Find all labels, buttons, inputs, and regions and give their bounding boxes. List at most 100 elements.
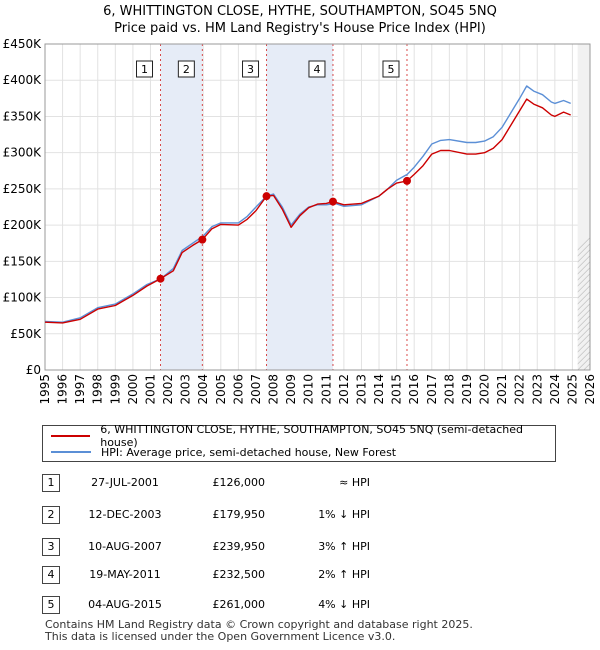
x-tick-label: 2000 [126, 374, 140, 405]
x-tick-label: 1997 [73, 374, 87, 405]
sale-hpi-comparison: 2% ↑ HPI [318, 568, 370, 581]
y-tick-label: £100K [3, 291, 43, 305]
sale-point [262, 192, 271, 201]
x-tick-label: 1998 [91, 374, 105, 405]
x-tick-label: 2001 [143, 374, 157, 405]
table-row: 1 27-JUL-2001 £126,000 ≈ HPI [0, 474, 600, 496]
x-tick-label: 1999 [108, 374, 122, 405]
sale-number-badge: 4 [42, 566, 60, 584]
x-tick-label: 2003 [179, 374, 193, 405]
x-tick-label: 2017 [425, 374, 439, 405]
sale-number-label: 4 [313, 63, 320, 76]
x-tick-label: 2008 [267, 374, 281, 405]
x-tick-label: 2010 [302, 374, 316, 405]
sale-number-box [242, 60, 260, 78]
sale-number-badge: 3 [42, 538, 60, 556]
future-hatch-line [596, 44, 600, 370]
sale-number-badge: 2 [42, 506, 60, 524]
sale-date: 12-DEC-2003 [88, 508, 162, 521]
x-tick-label: 1996 [56, 374, 70, 405]
legend: 6, WHITTINGTON CLOSE, HYTHE, SOUTHAMPTON… [42, 423, 556, 462]
sale-hpi-comparison: 3% ↑ HPI [318, 540, 370, 553]
x-tick-label: 2013 [354, 374, 368, 405]
sale-price: £232,500 [212, 568, 266, 581]
x-tick-label: 2012 [337, 374, 351, 405]
x-tick-label: 2014 [372, 374, 386, 405]
x-tick-label: 2019 [460, 374, 474, 405]
sale-number-badge: 5 [42, 596, 60, 614]
x-tick-label: 1995 [38, 374, 52, 405]
x-tick-label: 2026 [583, 374, 597, 405]
sale-price: £239,950 [212, 540, 266, 553]
x-tick-label: 2011 [319, 374, 333, 405]
sale-date: 10-AUG-2007 [88, 540, 162, 553]
footer-copyright: Contains HM Land Registry data © Crown c… [45, 618, 473, 631]
legend-label-hpi: HPI: Average price, semi-detached house,… [101, 445, 397, 459]
legend-swatch-hpi [51, 451, 91, 453]
table-row: 4 19-MAY-2011 £232,500 2% ↑ HPI [0, 566, 600, 588]
sale-date: 04-AUG-2015 [88, 598, 162, 611]
x-tick-label: 2004 [196, 374, 210, 405]
y-tick-label: £400K [3, 73, 43, 87]
x-tick-label: 2025 [565, 374, 579, 405]
x-tick-label: 2018 [442, 374, 456, 405]
x-tick-label: 2016 [407, 374, 421, 405]
legend-item-price: 6, WHITTINGTON CLOSE, HYTHE, SOUTHAMPTON… [51, 423, 555, 449]
footer: Contains HM Land Registry data © Crown c… [45, 619, 473, 643]
y-tick-label: £300K [3, 146, 43, 160]
x-tick-label: 2015 [390, 374, 404, 405]
x-tick-label: 2024 [548, 374, 562, 405]
sale-date: 19-MAY-2011 [89, 568, 161, 581]
y-tick-label: £200K [3, 218, 43, 232]
ownership-shade [160, 44, 203, 370]
ownership-shade [266, 44, 333, 370]
x-tick-label: 2009 [284, 374, 298, 405]
sale-number-label: 1 [141, 63, 148, 76]
y-tick-label: £250K [3, 182, 43, 196]
x-tick-label: 2006 [231, 374, 245, 405]
x-tick-label: 2002 [161, 374, 175, 405]
x-tick-label: 2021 [495, 374, 509, 405]
future-hatch-line [577, 309, 590, 323]
sale-price: £126,000 [212, 476, 266, 489]
x-tick-label: 2005 [214, 374, 228, 405]
y-tick-label: £450K [3, 37, 43, 51]
y-tick-label: £150K [3, 254, 43, 268]
future-shade [577, 44, 590, 370]
sale-number-label: 5 [387, 63, 394, 76]
sale-price: £261,000 [212, 598, 266, 611]
future-hatch-line [577, 303, 590, 317]
sale-hpi-comparison: 1% ↓ HPI [318, 508, 370, 521]
sale-number-box [136, 60, 154, 78]
x-tick-label: 2007 [249, 374, 263, 405]
legend-item-hpi: HPI: Average price, semi-detached house,… [51, 444, 396, 460]
sale-number-box [308, 60, 326, 78]
y-tick-label: £350K [3, 109, 43, 123]
sale-number-badge: 1 [42, 474, 60, 492]
price-chart: £0 £50K £100K £150K £200K £250K £300K £350K £400… [3, 37, 600, 405]
y-tick-label: £50K [10, 327, 42, 341]
x-tick-label: 2022 [513, 374, 527, 405]
sale-number-box [177, 60, 195, 78]
sale-number-box [382, 60, 400, 78]
table-row: 2 12-DEC-2003 £179,950 1% ↓ HPI [0, 506, 600, 528]
table-row: 3 10-AUG-2007 £239,950 3% ↑ HPI [0, 538, 600, 560]
sale-hpi-comparison: ≈ HPI [339, 476, 370, 489]
plot-frame [44, 43, 591, 371]
sale-number-label: 3 [247, 63, 254, 76]
x-tick-label: 2020 [478, 374, 492, 405]
chart-subtitle: Price paid vs. HM Land Registry's House … [114, 21, 486, 36]
sale-date: 27-JUL-2001 [91, 476, 159, 489]
legend-swatch-price [51, 435, 91, 437]
sale-number-label: 2 [183, 63, 190, 76]
chart-title-address: 6, WHITTINGTON CLOSE, HYTHE, SOUTHAMPTON… [103, 4, 497, 19]
legend-label-price: 6, WHITTINGTON CLOSE, HYTHE, SOUTHAMPTON… [100, 423, 524, 449]
sale-point [402, 176, 411, 185]
x-tick-label: 2023 [530, 374, 544, 405]
footer-licence: This data is licensed under the Open Gov… [45, 630, 396, 643]
sale-price: £179,950 [212, 508, 266, 521]
sale-point [156, 274, 165, 283]
sale-hpi-comparison: 4% ↓ HPI [318, 598, 370, 611]
y-tick-label: £0 [26, 363, 41, 377]
